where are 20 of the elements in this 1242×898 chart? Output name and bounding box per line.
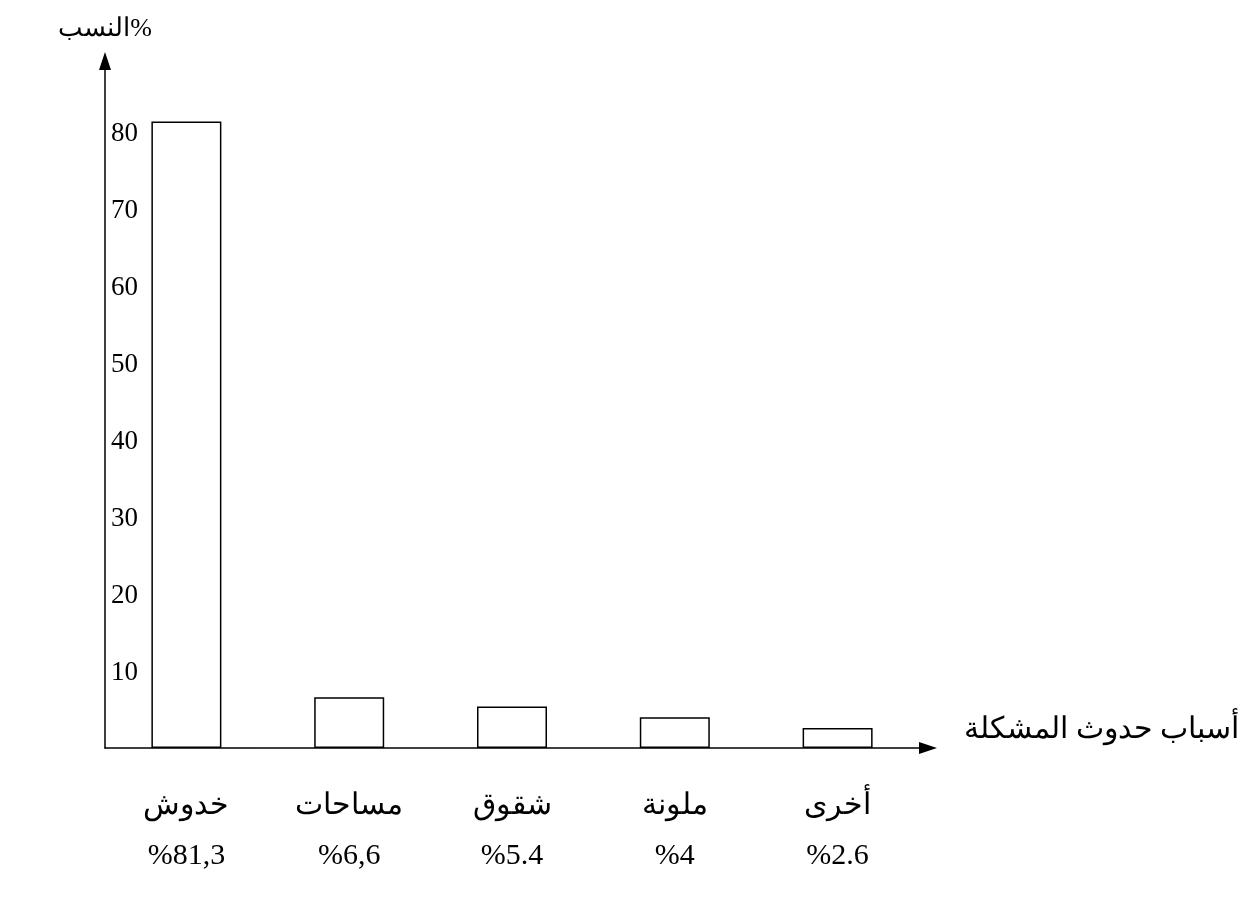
data-label: %2.6	[806, 836, 869, 870]
y-tick-label: 30	[111, 501, 138, 532]
y-tick-label: 40	[111, 424, 138, 455]
x-tick-label: ملونة	[641, 786, 708, 822]
data-label: %6,6	[317, 836, 381, 870]
data-label: %81,3	[147, 836, 226, 870]
y-tick-label: 70	[111, 193, 138, 224]
data-label: %4	[654, 836, 695, 870]
y-tick-label: 80	[111, 116, 138, 147]
x-tick-label: شقوق	[472, 786, 552, 822]
x-axis-title: أسباب حدوث المشكلة	[964, 707, 1239, 746]
y-tick-label: 50	[111, 347, 138, 378]
data-label: %5.4	[480, 836, 544, 870]
y-tick-label: 60	[111, 270, 138, 301]
y-axis-title: النسب%	[58, 12, 152, 42]
x-tick-label: مساحات	[295, 786, 404, 820]
x-tick-label: أخرى	[804, 783, 872, 822]
y-tick-label: 20	[111, 578, 138, 609]
x-tick-label: خدوش	[143, 786, 230, 822]
y-tick-label: 10	[111, 655, 138, 686]
